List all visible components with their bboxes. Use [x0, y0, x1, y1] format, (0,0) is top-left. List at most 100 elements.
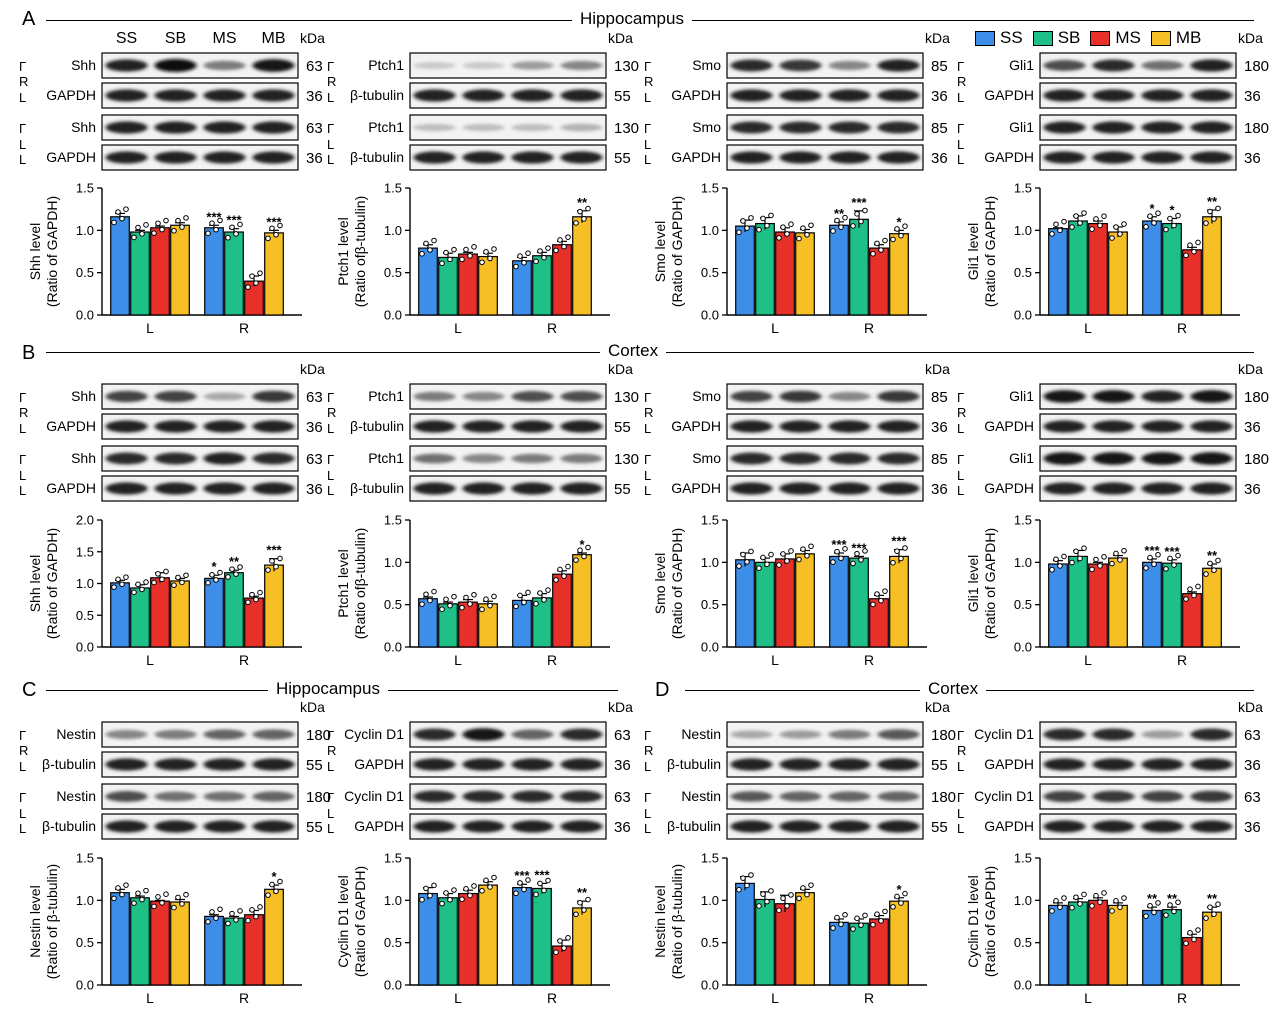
bar-ss-l	[735, 882, 755, 986]
blot-label-smo: Smo	[692, 119, 721, 135]
y-tick-label: 1.5	[76, 181, 94, 196]
bracket-top-l: Γ	[327, 790, 334, 805]
bracket-bottom-l: L	[957, 821, 964, 836]
legend: SS SB MS MB	[965, 28, 1201, 48]
blot-strip-r-gapdh-band-4	[1190, 420, 1233, 433]
bar-ss-l-point	[431, 237, 437, 244]
bar-ms-l-point	[1093, 216, 1099, 222]
blot-kda-63: 63	[306, 451, 323, 468]
y-axis-label-unit: (Ratio of GAPDH)	[669, 528, 685, 639]
bracket-bottom-r: L	[327, 421, 334, 436]
bar-ss-l-point	[123, 206, 129, 213]
bar-ss-l-point	[427, 892, 433, 899]
bar-sb-r-point	[858, 218, 864, 225]
bracket-bottom-l: L	[644, 483, 651, 498]
bar-ms-l-point	[155, 894, 161, 900]
blot-label-shh: Shh	[71, 388, 96, 404]
bar-ms-l-point	[1097, 899, 1103, 905]
blot-strip-r-ptch1-band-3	[511, 61, 554, 70]
bar-ms-l-point	[163, 568, 169, 575]
blot-strip-r-gapdh-band-1	[730, 89, 773, 102]
bar-ms-r-point	[882, 908, 888, 915]
bar-mb-l-point	[808, 543, 814, 550]
bar-ms-l-point	[780, 895, 786, 902]
blot-strip-l-gapdh-band-4	[1190, 482, 1233, 495]
y-tick-label: 0.5	[384, 597, 402, 612]
bar-sb-r-point	[537, 590, 543, 596]
bar-sb-r	[849, 557, 869, 648]
blot-strip-l-shh-band-4	[252, 452, 295, 465]
bar-sb-l	[1068, 555, 1088, 648]
blot-kda-85: 85	[931, 389, 948, 406]
bar-sb-l-point	[139, 896, 145, 903]
blot-strip-l-cyclin-d1-band-2	[462, 790, 505, 803]
blot-kda-85: 85	[931, 120, 948, 137]
side-label-r: R	[644, 405, 653, 420]
bar-ms-r-point	[257, 904, 263, 910]
blot-strip-l-gapdh-band-1	[1043, 482, 1086, 495]
blot-strip-r-tubulin-band-1	[413, 89, 456, 102]
y-tick-label: 0.0	[1014, 640, 1032, 655]
bar-ss-r-point	[205, 230, 211, 237]
blot-nestin-8: Nestin 180 β-tubulin 55 Nestin 180 β-tubulin 55…	[19, 699, 331, 840]
bar-ss-r-point	[838, 921, 844, 928]
blot-strip-l-gli1-band-1	[1043, 452, 1086, 465]
blot-strip-r-ptch1-band-2	[462, 61, 505, 70]
bar-ms-l-point	[463, 594, 469, 601]
panel-label-b: B	[22, 342, 36, 364]
y-axis-label: Smo level	[652, 221, 668, 282]
bar-sb-r	[532, 255, 552, 316]
blot-label-tubulin: β-tubulin	[350, 418, 404, 434]
bar-mb-r-point	[269, 881, 275, 888]
kda-header: kDa	[1238, 699, 1263, 715]
bar-ss-l-point	[744, 882, 750, 889]
blot-strip-l-shh-band-3	[203, 452, 246, 465]
blot-strip-r-shh	[101, 383, 299, 410]
side-label-r: R	[327, 74, 336, 89]
bar-ms-l-point	[776, 562, 782, 568]
bar-ms-r-point	[561, 243, 567, 250]
bar-mb-r	[1202, 567, 1222, 648]
blot-strip-l-gapdh	[1039, 144, 1237, 171]
blot-strip-r-smo	[726, 52, 924, 79]
bracket-bottom-l: L	[957, 483, 964, 498]
blot-strip-l-gapdh-band-3	[1141, 151, 1184, 164]
blot-strip-l-gapdh	[101, 144, 299, 171]
blot-strip-l-shh	[101, 445, 299, 472]
bar-ss-r-point	[513, 603, 519, 610]
bar-ms-l	[775, 231, 795, 316]
blot-label-nestin: Nestin	[56, 788, 96, 804]
blot-strip-l-gapdh-band-1	[730, 482, 773, 495]
blot-strip-r-nestin	[726, 721, 924, 748]
blot-strip-l-shh-band-4	[252, 121, 295, 134]
y-tick-label: 0.0	[701, 308, 719, 323]
bar-ss-l-point	[119, 891, 125, 898]
bar-sb-l-point	[1077, 901, 1083, 907]
bar-sb-r-point	[237, 908, 243, 914]
bar-sb-r-point	[858, 922, 864, 928]
bar-sb-r-point	[229, 566, 235, 572]
bracket-bottom-r: L	[644, 421, 651, 436]
bar-sb-l-point	[768, 212, 774, 219]
blot-strip-r-tubulin	[101, 751, 299, 778]
blot-strip-l-smo-band-4	[877, 121, 920, 134]
bar-ss-l-point	[115, 576, 121, 583]
blot-strip-l-gli1-band-2	[1092, 452, 1135, 465]
bar-mb-r-point	[1207, 904, 1213, 910]
blot-label-nestin: Nestin	[681, 788, 721, 804]
blot-nestin-10: Nestin 180 β-tubulin 55 Nestin 180 β-tubulin 55…	[644, 699, 956, 840]
bar-ss-l-point	[1061, 218, 1067, 225]
side-label-r: R	[19, 743, 28, 758]
blot-kda-63: 63	[306, 120, 323, 137]
bracket-bottom-l: L	[19, 821, 26, 836]
blot-kda-55: 55	[614, 150, 631, 167]
blot-strip-l-smo-band-4	[877, 452, 920, 465]
bar-ms-l-point	[1089, 903, 1095, 909]
bar-sb-r-point	[533, 891, 539, 898]
bar-ms-l-point	[159, 226, 165, 233]
bar-ss-r-point	[513, 890, 519, 897]
blot-label-cyclin-d1: Cyclin D1	[344, 726, 404, 742]
bar-sb-r-point	[1175, 552, 1181, 559]
bar-sb-l-point	[443, 596, 449, 603]
blot-label-gli1: Gli1	[1009, 119, 1034, 135]
